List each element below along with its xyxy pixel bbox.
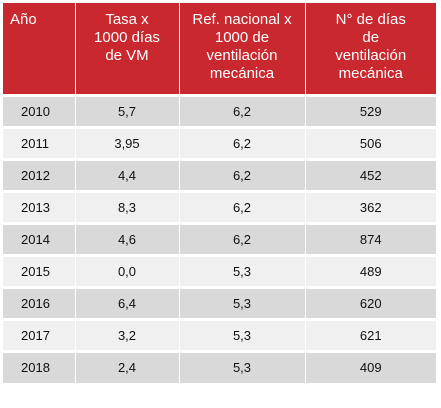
header-year-line: Año	[10, 11, 37, 28]
cell-rate: 3,2	[75, 317, 180, 351]
cell-year: 2016	[3, 285, 76, 319]
cell-year: 2017	[3, 317, 76, 351]
header-days-line: N° de días	[335, 11, 406, 28]
table-row: 2014 4,6 6,2 874	[3, 221, 436, 255]
ventilation-rate-table: Año Tasa x 1000 días de VM Ref. nacional…	[3, 3, 436, 383]
table-row: 2010 5,7 6,2 529	[3, 93, 436, 127]
header-ref-line: ventilación	[206, 47, 278, 64]
cell-national-ref: 6,2	[179, 93, 306, 127]
cell-ventilation-days: 621	[305, 317, 436, 351]
header-national-ref: Ref. nacional x 1000 de ventilación mecá…	[179, 3, 306, 95]
cell-ventilation-days: 620	[305, 285, 436, 319]
cell-ventilation-days: 409	[305, 349, 436, 383]
cell-ventilation-days: 452	[305, 157, 436, 191]
cell-national-ref: 6,2	[179, 221, 306, 255]
cell-national-ref: 5,3	[179, 285, 306, 319]
header-days-line: ventilación	[335, 47, 407, 64]
header-ref-line: mecánica	[209, 65, 275, 82]
table-row: 2015 0,0 5,3 489	[3, 253, 436, 287]
cell-year: 2012	[3, 157, 76, 191]
cell-ventilation-days: 506	[305, 125, 436, 159]
table-row: 2018 2,4 5,3 409	[3, 349, 436, 383]
cell-rate: 0,0	[75, 253, 180, 287]
table-row: 2017 3,2 5,3 621	[3, 317, 436, 351]
table-row: 2011 3,95 6,2 506	[3, 125, 436, 159]
cell-national-ref: 5,3	[179, 253, 306, 287]
header-rate-line: Tasa x	[105, 11, 149, 28]
table-row: 2012 4,4 6,2 452	[3, 157, 436, 191]
header-ventilation-days: N° de días de ventilación mecánica	[305, 3, 436, 95]
header-ref-line: 1000 de	[214, 29, 270, 46]
header-rate-line: de VM	[105, 47, 149, 64]
cell-ventilation-days: 529	[305, 93, 436, 127]
cell-year: 2013	[3, 189, 76, 223]
header-rate-line: 1000 días	[94, 29, 160, 46]
cell-year: 2010	[3, 93, 76, 127]
header-rate: Tasa x 1000 días de VM	[75, 3, 180, 95]
data-table-container: Año Tasa x 1000 días de VM Ref. nacional…	[3, 3, 436, 383]
cell-ventilation-days: 489	[305, 253, 436, 287]
cell-year: 2015	[3, 253, 76, 287]
cell-national-ref: 5,3	[179, 317, 306, 351]
header-year: Año	[3, 3, 76, 95]
cell-ventilation-days: 362	[305, 189, 436, 223]
cell-rate: 8,3	[75, 189, 180, 223]
cell-national-ref: 5,3	[179, 349, 306, 383]
cell-ventilation-days: 874	[305, 221, 436, 255]
cell-year: 2014	[3, 221, 76, 255]
cell-year: 2018	[3, 349, 76, 383]
cell-rate: 2,4	[75, 349, 180, 383]
cell-national-ref: 6,2	[179, 189, 306, 223]
header-ref-line: Ref. nacional x	[192, 11, 292, 28]
table-row: 2013 8,3 6,2 362	[3, 189, 436, 223]
table-row: 2016 6,4 5,3 620	[3, 285, 436, 319]
header-days-line: mecánica	[338, 65, 403, 82]
cell-national-ref: 6,2	[179, 157, 306, 191]
header-days-line: de	[362, 29, 380, 46]
cell-national-ref: 6,2	[179, 125, 306, 159]
cell-rate: 5,7	[75, 93, 180, 127]
cell-rate: 3,95	[75, 125, 180, 159]
cell-rate: 4,4	[75, 157, 180, 191]
header-row: Año Tasa x 1000 días de VM Ref. nacional…	[3, 3, 436, 95]
cell-rate: 6,4	[75, 285, 180, 319]
cell-year: 2011	[3, 125, 76, 159]
cell-rate: 4,6	[75, 221, 180, 255]
